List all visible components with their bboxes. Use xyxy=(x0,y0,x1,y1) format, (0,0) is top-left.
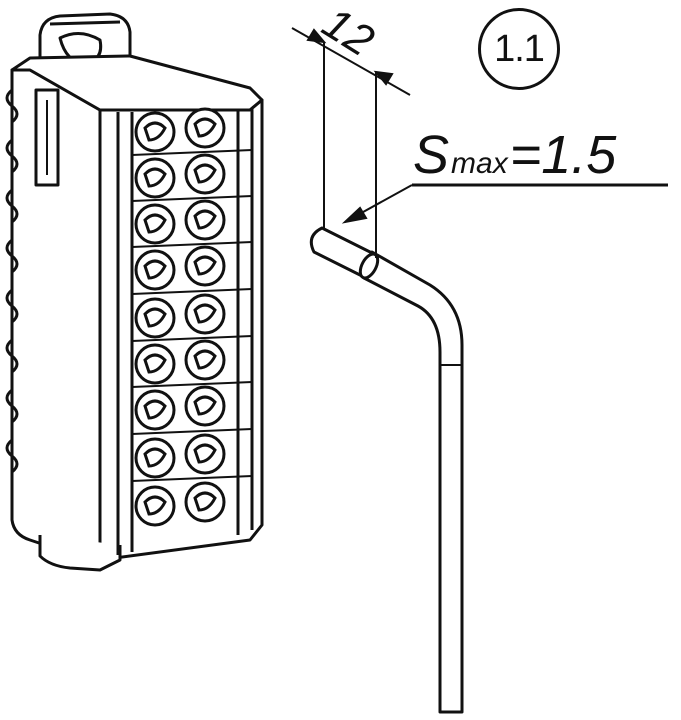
screw-terminal xyxy=(134,157,176,199)
step-badge-text: 1.1 xyxy=(494,27,545,70)
screw-terminal xyxy=(134,437,176,479)
smax-leader xyxy=(341,183,668,224)
stripped-wire xyxy=(309,226,464,714)
screw-terminal xyxy=(184,107,226,149)
wire-conductor xyxy=(309,226,376,280)
screw-terminal xyxy=(184,339,226,381)
screw-terminal xyxy=(184,153,226,195)
screw-terminal xyxy=(134,297,176,339)
screw-terminal xyxy=(134,203,176,245)
screw-terminals xyxy=(134,107,226,527)
screw-terminal xyxy=(184,481,226,523)
block-bottom-foot xyxy=(38,535,122,572)
screw-terminal xyxy=(134,389,176,431)
screw-terminal xyxy=(134,343,176,385)
screw-terminal xyxy=(184,433,226,475)
screw-terminal xyxy=(184,385,226,427)
side-clips xyxy=(5,88,19,474)
smax-equals: = xyxy=(509,125,542,185)
wire-insulation xyxy=(362,250,464,714)
terminal-block xyxy=(10,12,264,572)
wire-cross-section-label: Smax=1.5 xyxy=(413,124,616,186)
smax-subscript: max xyxy=(451,147,508,180)
smax-symbol: S xyxy=(413,125,450,185)
screw-terminal xyxy=(184,199,226,241)
screw-terminal xyxy=(134,485,176,527)
screw-terminal xyxy=(184,293,226,335)
screw-terminal xyxy=(134,249,176,291)
strip-length-dimension xyxy=(291,27,411,258)
smax-value: 1.5 xyxy=(541,125,617,185)
terminal-separators xyxy=(131,149,253,482)
screw-terminal xyxy=(134,111,176,153)
step-badge: 1.1 xyxy=(478,8,560,90)
screw-terminal xyxy=(184,245,226,287)
